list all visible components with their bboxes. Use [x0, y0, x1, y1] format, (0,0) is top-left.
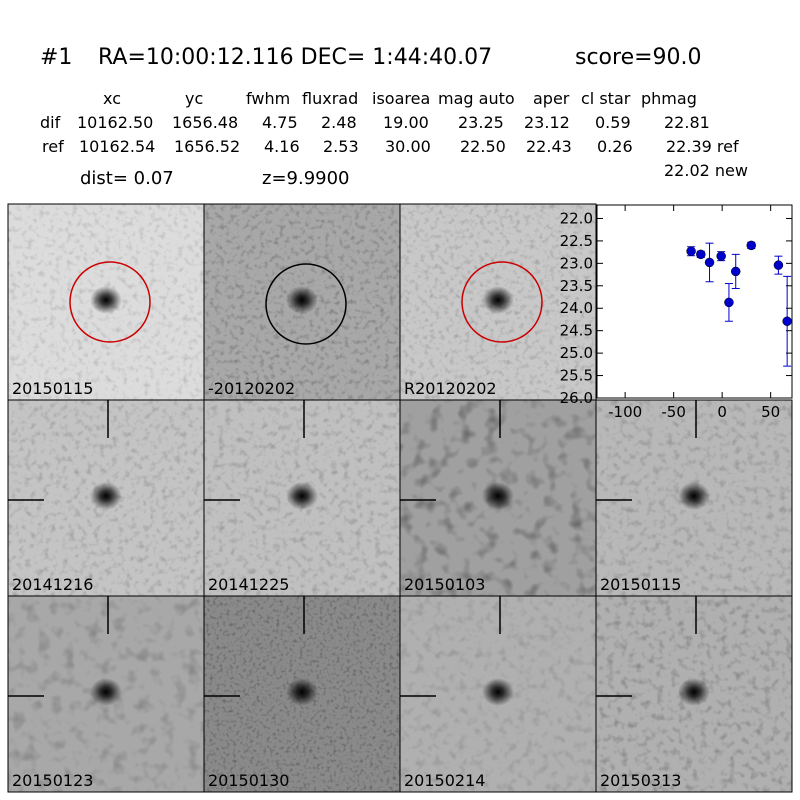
table-cell: 4.16 [264, 137, 300, 156]
source [286, 286, 318, 314]
y-tick-label: 25.5 [560, 367, 593, 385]
data-point [704, 257, 715, 268]
image-panel: 20150115 [7, 203, 205, 401]
panel-label: 20150115 [12, 379, 93, 398]
panel-label: 20150115 [600, 575, 681, 594]
table-cell: 22.81 [664, 113, 710, 132]
source [90, 678, 122, 706]
data-point [730, 266, 741, 277]
coordinates: RA=10:00:12.116 DEC= 1:44:40.07 [98, 45, 492, 70]
y-tick-label: 22.5 [560, 232, 593, 250]
table-cell: 2.48 [321, 113, 357, 132]
lightcurve: 22.0 22.5 23.0 23.5 24.0 24.5 25.0 25.5 26.0 -100… [560, 204, 793, 421]
table-cell: 10162.50 [77, 113, 153, 132]
source [90, 286, 122, 314]
column-header: aper [533, 89, 570, 108]
table-cell: 0.26 [597, 137, 633, 156]
data-point [782, 316, 792, 326]
y-tick-label: 25.0 [560, 344, 593, 362]
column-header: mag auto [438, 89, 515, 108]
column-header: cl star [581, 89, 631, 108]
source [286, 678, 318, 706]
y-tick-label: 22.0 [560, 209, 593, 227]
table-cell: 23.12 [524, 113, 570, 132]
aperture-circle [265, 263, 347, 345]
panel-label: 20150103 [404, 575, 485, 594]
image-grid: 20150115 -20120202 R20120202 20141216 201412… [7, 203, 793, 793]
table-cell: 10162.54 [79, 137, 155, 156]
image-panel: 20150214 [399, 595, 597, 793]
image-panel: 20141216 [7, 399, 205, 597]
x-tick-label: -100 [608, 403, 642, 421]
aperture-circle [461, 261, 543, 343]
panel-label: -20120202 [208, 379, 295, 398]
x-tick-label: 0 [717, 403, 727, 421]
panel-label: 20150130 [208, 771, 289, 790]
image-panel: R20120202 [399, 203, 597, 401]
data-point [724, 297, 734, 308]
table-cell: 2.53 [323, 137, 359, 156]
table-cell: 1656.48 [172, 113, 238, 132]
y-tick-label: 23.0 [560, 254, 593, 272]
table-cell: 4.75 [262, 113, 298, 132]
panel-border [595, 595, 793, 793]
score: score=90.0 [575, 45, 702, 70]
column-header: fwhm [246, 89, 290, 108]
row-label: dif [40, 113, 61, 132]
aperture-circle [69, 261, 151, 343]
phmag-new: 22.02 new [664, 161, 748, 180]
x-tick-label: 50 [761, 403, 780, 421]
table-cell: 22.39 ref [666, 137, 739, 156]
table-cell: 1656.52 [174, 137, 240, 156]
panel-label: 20141216 [12, 575, 93, 594]
image-panel: 20150130 [203, 595, 401, 793]
column-header: isoarea [372, 89, 430, 108]
table-cell: 23.25 [458, 113, 504, 132]
y-tick-label: 24.0 [560, 299, 593, 317]
source [482, 482, 514, 510]
x-tick-label: -50 [661, 403, 686, 421]
panel-label: 20150313 [600, 771, 681, 790]
source [678, 482, 710, 510]
source [286, 482, 318, 510]
image-panel: 20150123 [7, 595, 205, 793]
image-panel: 20150103 [399, 399, 597, 597]
redshift: z=9.9900 [262, 168, 350, 189]
panel-label: 20141225 [208, 575, 289, 594]
data-point [686, 246, 696, 256]
source [482, 286, 514, 314]
data-point [696, 249, 706, 260]
image-panel: 20150313 [595, 595, 793, 793]
table-cell: 22.50 [460, 137, 506, 156]
table-cell: 22.43 [526, 137, 572, 156]
panel-label: R20120202 [404, 379, 497, 398]
image-panel: -20120202 [203, 203, 401, 401]
source [90, 482, 122, 510]
column-header: phmag [641, 89, 697, 108]
y-tick-label: 24.5 [560, 322, 593, 340]
dist: dist= 0.07 [80, 168, 174, 189]
y-tick-label: 23.5 [560, 277, 593, 295]
table-cell: 19.00 [383, 113, 429, 132]
image-panel: 20141225 [203, 399, 401, 597]
table-cell: 0.59 [595, 113, 631, 132]
column-header: xc [103, 89, 121, 108]
data-point [746, 240, 757, 251]
source [482, 678, 514, 706]
row-label: ref [42, 137, 64, 156]
data-point [773, 260, 784, 270]
data-point [716, 251, 726, 261]
plot-area [596, 204, 793, 399]
panel-label: 20150214 [404, 771, 485, 790]
panel-label: 20150123 [12, 771, 93, 790]
column-header: yc [185, 89, 203, 108]
candidate-id: #1 [40, 45, 72, 70]
column-header: fluxrad [302, 89, 358, 108]
y-tick-label: 26.0 [560, 389, 593, 407]
image-panel: 20150115 [595, 399, 793, 597]
source [678, 678, 710, 706]
table-cell: 30.00 [385, 137, 431, 156]
